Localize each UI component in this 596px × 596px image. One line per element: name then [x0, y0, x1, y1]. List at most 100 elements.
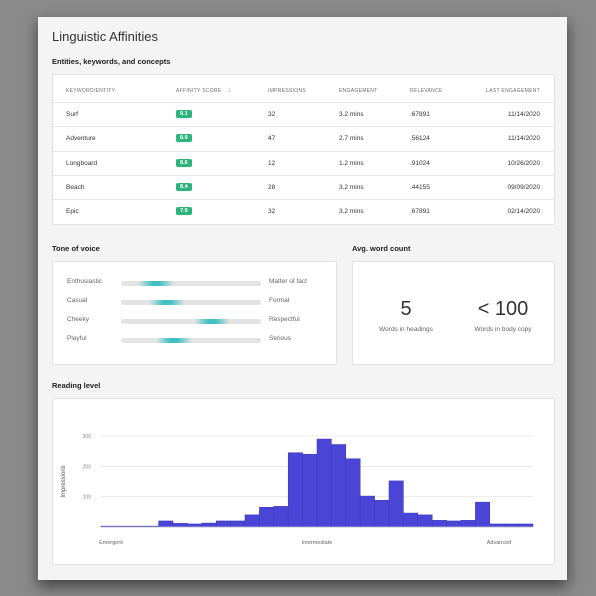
histogram-bar	[273, 506, 289, 528]
impressions-cell: 47	[268, 135, 276, 143]
last-engagement-cell: 10/26/2020	[507, 159, 540, 167]
y-axis-label: Impressions	[61, 465, 67, 497]
body-word-count-label: Words in body copy	[474, 326, 532, 333]
last-engagement-cell: 09/09/2020	[507, 183, 540, 191]
tone-scale-indicator	[149, 300, 185, 305]
tone-scale-track	[121, 300, 261, 305]
affinity-score-badge: 8.9	[176, 134, 192, 143]
table-row[interactable]: Longboard 8.6 12 1.2 mins .91024 10/26/2020	[53, 150, 554, 176]
impressions-cell: 12	[268, 159, 276, 167]
engagement-cell: 3.2 mins	[339, 183, 364, 191]
histogram-bar	[230, 520, 246, 528]
x-tick-label: Advanced	[487, 540, 511, 546]
histogram-bar	[388, 480, 404, 528]
histogram-bar	[403, 512, 419, 528]
last-engagement-cell: 11/14/2020	[507, 111, 540, 118]
engagement-cell: 2.7 mins	[339, 135, 364, 143]
last-engagement-cell: 02/14/2020	[507, 208, 540, 216]
tone-right-label: Respectful	[269, 316, 300, 323]
affinity-score-badge: 8.4	[176, 182, 192, 191]
affinity-score-badge: 9.1	[176, 110, 192, 118]
reading-level-chart: 100 200 300 Impressions Emergent Intermediate…	[61, 434, 534, 546]
keyword-cell: Beach	[66, 183, 85, 191]
col-impressions[interactable]: IMPRESSIONS	[268, 88, 307, 94]
linguistic-affinities-panel: Linguistic Affinities Entities, keywords…	[38, 17, 567, 580]
histogram-bar	[489, 523, 505, 528]
histogram-bar	[503, 523, 519, 528]
affinity-score-badge: 8.6	[176, 158, 192, 167]
tone-row: Playful Serious	[53, 335, 336, 345]
histogram-bar	[201, 522, 217, 528]
headings-word-count-label: Words in headings	[379, 326, 433, 333]
headings-word-count: 5	[400, 298, 412, 320]
tone-right-label: Formal	[269, 297, 290, 304]
histogram-bar	[172, 523, 188, 528]
histogram-bar	[359, 495, 375, 528]
col-affinity-score[interactable]: AFFINITY SCORE ↓	[176, 88, 231, 94]
histogram-bar	[187, 523, 203, 528]
reading-level-section-title: Reading level	[52, 381, 101, 390]
tone-of-voice-card: Enthusiastic Matter of fact Casual Formal Ch…	[52, 261, 337, 365]
reading-level-card: 100 200 300 Impressions Emergent Intermediate…	[52, 398, 555, 565]
tone-scale-indicator	[156, 338, 192, 343]
tone-section-title: Tone of voice	[52, 244, 100, 253]
col-keyword[interactable]: KEYWORD/ENTITY	[66, 88, 116, 94]
relevance-cell: .91024	[410, 159, 430, 167]
keyword-cell: Adventure	[66, 135, 96, 143]
x-tick-label: Intermediate	[302, 540, 333, 546]
col-last-engagement[interactable]: LAST ENGAGEMENT	[486, 88, 540, 94]
histogram-bar	[475, 501, 491, 528]
tone-scale-track	[121, 338, 261, 343]
histogram-bar	[518, 523, 534, 528]
body-word-count: < 100	[477, 298, 529, 320]
impressions-cell: 28	[268, 183, 276, 191]
tone-scale-indicator	[194, 319, 230, 324]
table-row[interactable]: Epic 7.9 32 3.2 mins .67891 02/14/2020	[53, 199, 554, 224]
last-engagement-cell: 11/14/2020	[507, 135, 540, 143]
y-tick-label: 300	[83, 434, 92, 440]
histogram-bar	[331, 444, 347, 528]
keyword-cell: Epic	[66, 208, 79, 216]
engagement-cell: 3.2 mins	[339, 111, 364, 118]
histogram-bar	[417, 514, 433, 528]
tone-scale-track	[121, 319, 261, 324]
histogram-bar	[460, 520, 476, 528]
relevance-cell: .67891	[410, 111, 430, 118]
histogram-bar	[446, 520, 462, 528]
impressions-cell: 32	[268, 111, 276, 118]
histogram-bar	[244, 514, 260, 528]
y-tick-label: 200	[83, 464, 92, 470]
table-header: KEYWORD/ENTITY AFFINITY SCORE ↓ IMPRESSIO…	[53, 88, 554, 98]
word-count-card: 5 Words in headings < 100 Words in body …	[352, 261, 555, 365]
table-row[interactable]: Beach 8.4 28 3.2 mins .44155 09/09/2020	[53, 174, 554, 200]
entities-section-title: Entities, keywords, and concepts	[52, 57, 171, 66]
histogram-bar	[316, 438, 332, 528]
tone-left-label: Cheeky	[67, 316, 90, 323]
histogram-bar	[302, 453, 318, 528]
relevance-cell: .44155	[410, 183, 430, 191]
tone-row: Cheeky Respectful	[53, 316, 336, 326]
affinity-score-badge: 7.9	[176, 207, 192, 216]
engagement-cell: 3.2 mins	[339, 208, 364, 216]
tone-row: Casual Formal	[53, 297, 336, 307]
histogram-bar	[158, 520, 174, 528]
engagement-cell: 1.2 mins	[339, 159, 364, 167]
col-engagement[interactable]: ENGAGEMENT	[339, 88, 378, 94]
col-affinity-score-label: AFFINITY SCORE	[176, 88, 222, 94]
keyword-cell: Longboard	[66, 159, 98, 167]
histogram-bar	[345, 458, 361, 528]
tone-scale-track	[121, 281, 261, 286]
tone-left-label: Playful	[67, 335, 87, 342]
histogram-bar	[259, 507, 275, 528]
tone-scale-indicator	[138, 281, 174, 286]
col-relevance[interactable]: RELEVANCE	[410, 88, 443, 94]
arrow-down-icon[interactable]: ↓	[227, 88, 231, 94]
y-tick-label: 100	[83, 495, 92, 501]
tone-left-label: Casual	[67, 297, 88, 304]
tone-left-label: Enthusiastic	[67, 278, 103, 285]
histogram-bar	[287, 452, 303, 528]
x-tick-label: Emergent	[99, 540, 123, 546]
table-row[interactable]: Surf 9.1 32 3.2 mins .67891 11/14/2020	[53, 102, 554, 127]
table-row[interactable]: Adventure 8.9 47 2.7 mins .56124 11/14/2020	[53, 126, 554, 151]
page-title: Linguistic Affinities	[52, 29, 158, 44]
